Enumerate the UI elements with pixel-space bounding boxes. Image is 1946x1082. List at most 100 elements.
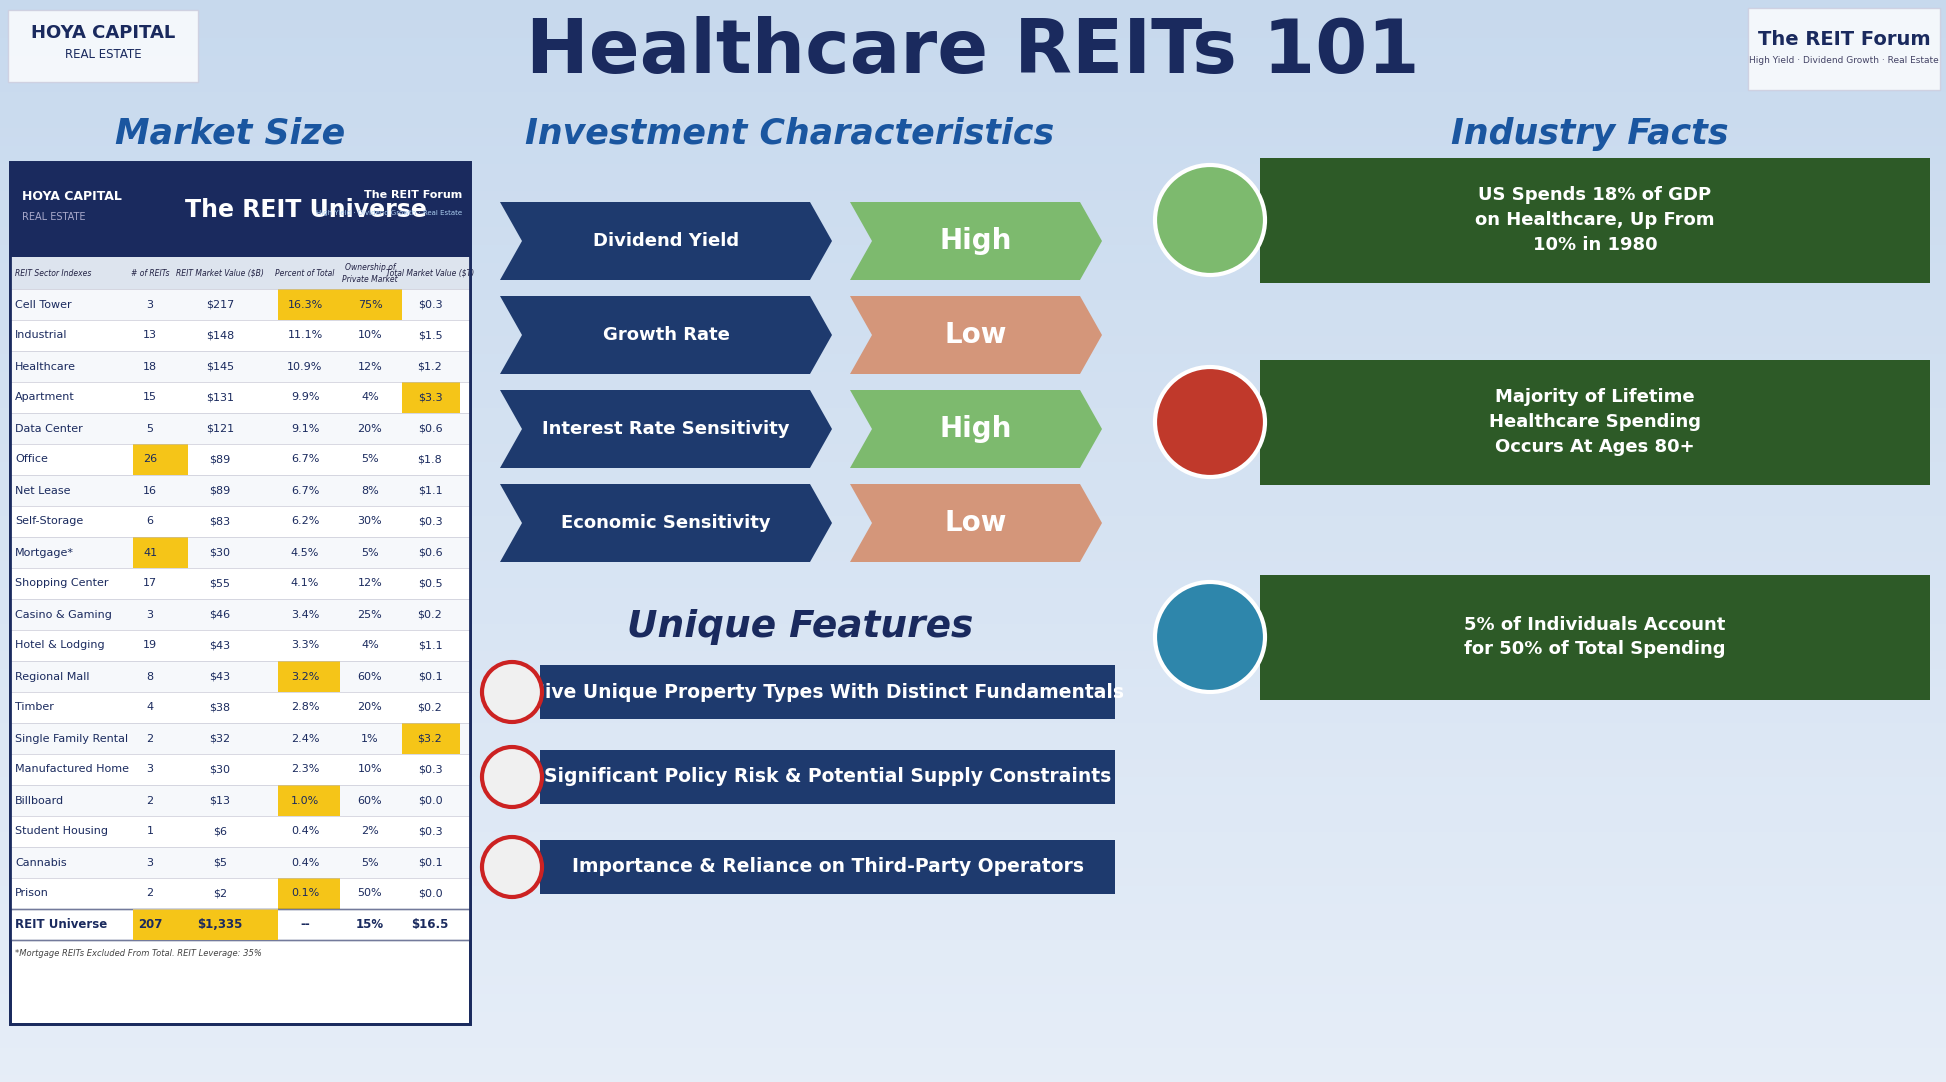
Polygon shape bbox=[850, 202, 1101, 280]
Text: Growth Rate: Growth Rate bbox=[603, 326, 730, 344]
Text: Low: Low bbox=[946, 321, 1008, 349]
Bar bbox=[0, 179, 1946, 189]
Bar bbox=[0, 710, 1946, 722]
Text: 1.0%: 1.0% bbox=[290, 795, 319, 805]
Text: Private Market: Private Market bbox=[342, 275, 397, 283]
Text: $6: $6 bbox=[212, 827, 228, 836]
Text: 3: 3 bbox=[146, 858, 154, 868]
Bar bbox=[0, 206, 1946, 216]
Text: 17: 17 bbox=[142, 579, 158, 589]
Text: Industrial: Industrial bbox=[16, 330, 68, 341]
Bar bbox=[0, 241, 1946, 252]
Text: 3.3%: 3.3% bbox=[290, 641, 319, 650]
Bar bbox=[10, 537, 471, 568]
Bar bbox=[10, 878, 471, 909]
Text: 5%: 5% bbox=[362, 858, 379, 868]
Text: Healthcare REITs 101: Healthcare REITs 101 bbox=[525, 15, 1421, 89]
Bar bbox=[0, 593, 1946, 604]
Bar bbox=[0, 755, 1946, 766]
Text: 16: 16 bbox=[142, 486, 158, 496]
Circle shape bbox=[1156, 582, 1265, 692]
Bar bbox=[0, 611, 1946, 622]
Bar bbox=[0, 142, 1946, 154]
Bar bbox=[10, 661, 471, 692]
Text: Mortgage*: Mortgage* bbox=[16, 547, 74, 557]
Bar bbox=[8, 10, 198, 82]
Text: REAL ESTATE: REAL ESTATE bbox=[21, 212, 86, 222]
Text: Importance & Reliance on Third-Party Operators: Importance & Reliance on Third-Party Ope… bbox=[572, 858, 1084, 876]
Bar bbox=[0, 196, 1946, 208]
Text: 8: 8 bbox=[146, 672, 154, 682]
Bar bbox=[0, 0, 1946, 9]
Text: Economic Sensitivity: Economic Sensitivity bbox=[560, 514, 771, 532]
Text: $0.0: $0.0 bbox=[418, 795, 442, 805]
Bar bbox=[0, 764, 1946, 776]
Bar bbox=[403, 723, 459, 754]
Bar bbox=[0, 909, 1946, 920]
Bar bbox=[0, 503, 1946, 514]
Bar bbox=[0, 809, 1946, 820]
Text: 0.4%: 0.4% bbox=[290, 858, 319, 868]
Bar bbox=[0, 449, 1946, 460]
Bar bbox=[0, 277, 1946, 289]
Bar bbox=[0, 828, 1946, 839]
Bar bbox=[0, 314, 1946, 325]
Text: 41: 41 bbox=[142, 547, 158, 557]
Text: 3.4%: 3.4% bbox=[290, 609, 319, 620]
Text: HOYA CAPITAL: HOYA CAPITAL bbox=[31, 24, 175, 42]
Bar bbox=[0, 268, 1946, 279]
Bar bbox=[0, 674, 1946, 685]
Bar bbox=[0, 79, 1946, 90]
Text: $0.0: $0.0 bbox=[418, 888, 442, 898]
Bar bbox=[0, 97, 1946, 108]
Text: Unique Features: Unique Features bbox=[627, 609, 973, 645]
Text: Low: Low bbox=[946, 509, 1008, 537]
Bar bbox=[0, 412, 1946, 424]
Bar bbox=[0, 656, 1946, 668]
Polygon shape bbox=[500, 296, 833, 374]
Text: $32: $32 bbox=[210, 734, 230, 743]
Text: 6.2%: 6.2% bbox=[290, 516, 319, 527]
Bar bbox=[0, 855, 1946, 866]
Bar bbox=[0, 169, 1946, 181]
Polygon shape bbox=[850, 484, 1101, 562]
Bar bbox=[0, 439, 1946, 451]
Bar bbox=[0, 683, 1946, 695]
Text: 9.1%: 9.1% bbox=[290, 423, 319, 434]
Bar bbox=[0, 422, 1946, 433]
Bar bbox=[10, 475, 471, 506]
Bar bbox=[0, 818, 1946, 830]
Text: $0.3: $0.3 bbox=[418, 516, 442, 527]
Bar bbox=[10, 162, 471, 1024]
Text: $0.3: $0.3 bbox=[418, 765, 442, 775]
Bar bbox=[0, 431, 1946, 441]
Bar bbox=[0, 882, 1946, 893]
Text: Hotel & Lodging: Hotel & Lodging bbox=[16, 641, 105, 650]
Bar bbox=[10, 847, 471, 878]
Bar bbox=[1259, 575, 1930, 699]
Bar bbox=[0, 728, 1946, 739]
Text: US Spends 18% of GDP
on Healthcare, Up From
10% in 1980: US Spends 18% of GDP on Healthcare, Up F… bbox=[1475, 186, 1714, 254]
Bar bbox=[0, 70, 1946, 81]
Bar bbox=[0, 133, 1946, 144]
Text: High: High bbox=[940, 227, 1012, 255]
Text: $0.6: $0.6 bbox=[418, 547, 442, 557]
Text: Total Market Value ($T): Total Market Value ($T) bbox=[385, 268, 475, 277]
Bar bbox=[10, 568, 471, 599]
Text: Industry Facts: Industry Facts bbox=[1452, 117, 1728, 151]
Polygon shape bbox=[500, 484, 833, 562]
Text: $1.8: $1.8 bbox=[418, 454, 442, 464]
Text: 12%: 12% bbox=[358, 361, 381, 371]
Bar bbox=[0, 990, 1946, 1001]
Text: $131: $131 bbox=[206, 393, 234, 403]
Text: 20%: 20% bbox=[358, 702, 381, 713]
Text: $30: $30 bbox=[210, 547, 230, 557]
Bar bbox=[0, 972, 1946, 982]
Text: $0.3: $0.3 bbox=[418, 300, 442, 309]
Text: Percent of Total: Percent of Total bbox=[274, 268, 335, 277]
Text: 6.7%: 6.7% bbox=[290, 454, 319, 464]
Bar bbox=[0, 1017, 1946, 1028]
Bar bbox=[0, 6, 1946, 18]
Text: 26: 26 bbox=[142, 454, 158, 464]
Text: $30: $30 bbox=[210, 765, 230, 775]
